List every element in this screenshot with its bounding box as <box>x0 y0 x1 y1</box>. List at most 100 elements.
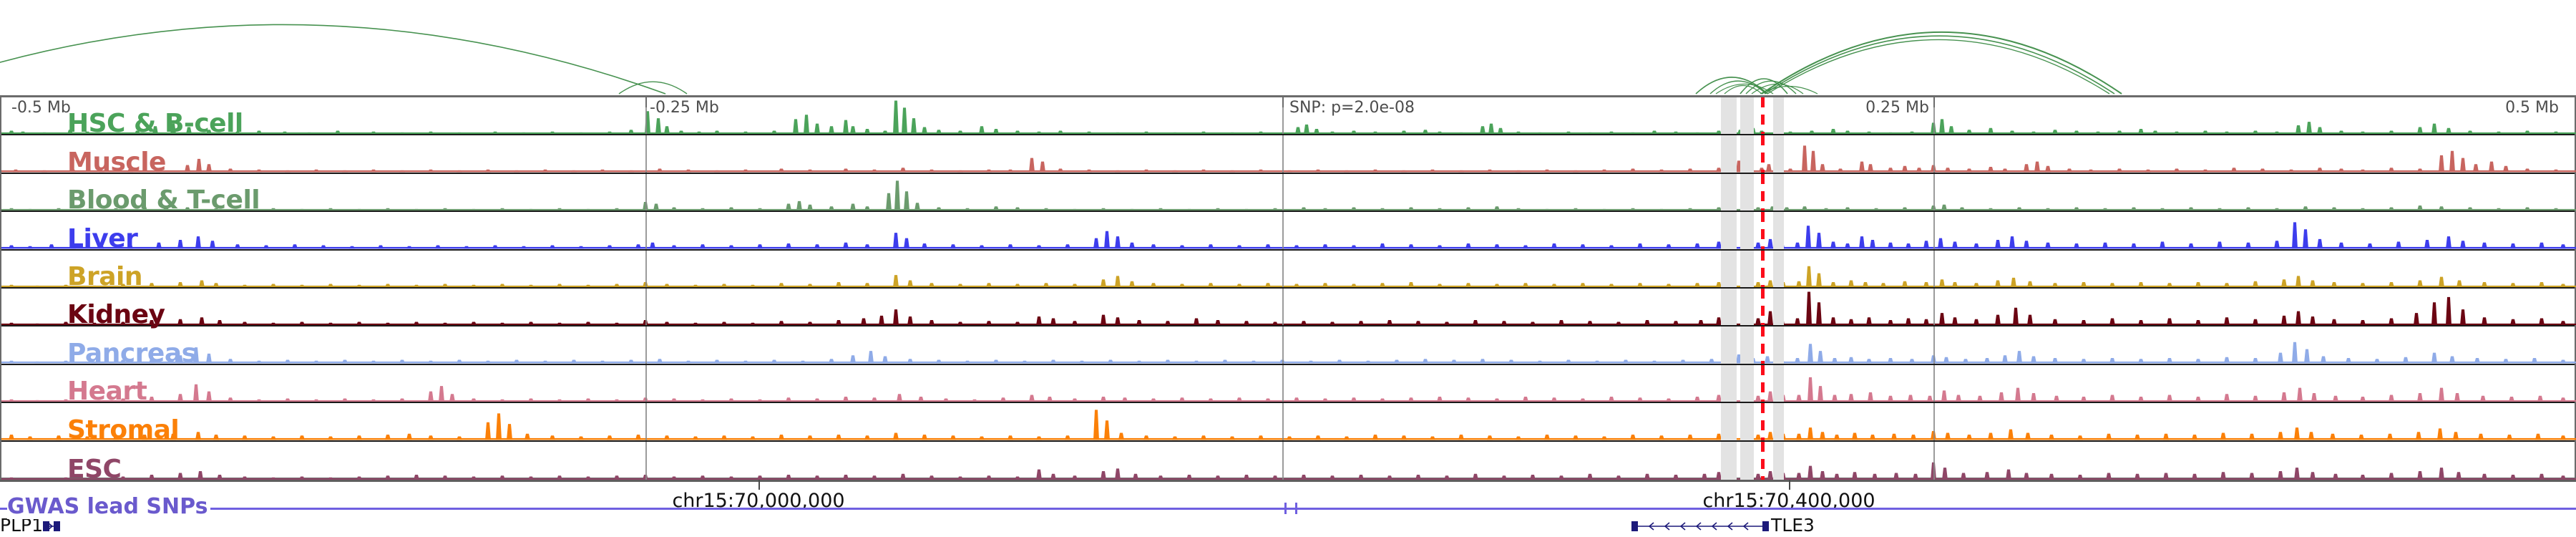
position-guide-line <box>1933 212 1935 249</box>
gene-name-label: TLE3 <box>1771 515 1815 536</box>
signal-baseline <box>1 438 2576 440</box>
highlight-band <box>1773 250 1784 287</box>
axis-tick-label: 0.25 Mb <box>1865 99 1929 117</box>
gene-annotation-track[interactable]: RPLP1 TLE3 <box>0 515 2576 537</box>
track-label-brain: Brain <box>67 261 142 291</box>
interaction-arc <box>0 24 666 95</box>
signal-track-muscle[interactable]: Muscle <box>1 135 2576 175</box>
highlight-band <box>1721 326 1737 364</box>
signal-track-heart[interactable]: Heart <box>1 364 2576 407</box>
signal-track-pancreas[interactable]: Pancreas <box>1 326 2576 368</box>
position-guide-line <box>645 441 647 480</box>
signal-profile <box>1 174 2576 211</box>
signal-track-esc[interactable]: ESC <box>1 441 2576 482</box>
position-guide-line <box>1933 326 1935 364</box>
signal-baseline <box>1 247 2576 249</box>
highlight-band <box>1721 288 1737 326</box>
gwas-track-label: GWAS lead SNPs <box>7 494 211 519</box>
snp-position-marker <box>1761 441 1765 480</box>
coordinate-tick <box>758 480 760 490</box>
highlight-band <box>1740 135 1754 173</box>
position-guide-line <box>1282 441 1284 480</box>
highlight-band <box>1740 364 1754 402</box>
axis-tick-label: 0.5 Mb <box>2505 99 2559 117</box>
highlight-band <box>1740 173 1754 211</box>
signal-baseline <box>1 285 2576 287</box>
highlight-band <box>1721 441 1737 480</box>
signal-baseline <box>1 478 2576 480</box>
signal-baseline <box>1 170 2576 173</box>
interaction-arc <box>1767 39 2110 95</box>
highlight-band <box>1773 403 1784 440</box>
signal-baseline <box>1 208 2576 211</box>
track-label-hsc-b-cell: HSC & B-cell <box>67 109 243 139</box>
signal-path <box>9 291 2566 326</box>
signal-path <box>9 266 2566 287</box>
highlight-band <box>1740 403 1754 440</box>
signal-track-liver[interactable]: Liver <box>1 212 2576 251</box>
interaction-arc <box>1740 78 1788 95</box>
track-label-heart: Heart <box>67 377 147 407</box>
position-guide-line <box>1282 212 1284 249</box>
track-label-blood-t-cell: Blood & T-cell <box>67 185 260 216</box>
position-guide-line <box>1933 250 1935 287</box>
gwas-axis-line <box>0 508 2576 510</box>
interaction-arc <box>1709 80 1767 95</box>
highlight-band <box>1740 212 1754 249</box>
signal-baseline <box>1 323 2576 326</box>
snp-position-marker <box>1761 288 1765 326</box>
position-guide-line <box>1282 326 1284 364</box>
snp-position-marker <box>1761 135 1765 173</box>
highlight-band <box>1721 250 1737 287</box>
highlight-band <box>1740 288 1754 326</box>
track-label-kidney: Kidney <box>67 300 165 330</box>
axis-tick <box>645 97 647 107</box>
highlight-band <box>1773 212 1784 249</box>
gene-model-tle3[interactable]: TLE3 <box>1631 515 1939 536</box>
highlight-band <box>1721 364 1737 402</box>
gwas-snp-marker[interactable] <box>1295 503 1297 514</box>
gene-exon-structure <box>43 521 60 531</box>
position-guide-line <box>1282 173 1284 211</box>
position-guide-line <box>1282 135 1284 173</box>
gwas-snp-marker[interactable] <box>1284 503 1287 514</box>
highlight-band <box>1740 250 1754 287</box>
axis-tick-label: -0.25 Mb <box>650 99 719 117</box>
signal-baseline <box>1 362 2576 364</box>
snp-pvalue-label: SNP: p=2.0e-08 <box>1289 99 1415 117</box>
signal-path <box>9 100 2559 135</box>
signal-track-hsc-b-cell[interactable]: HSC & B-cell -0.5 Mb -0.25 Mb 0.25 Mb 0.5 Mb… <box>1 97 2576 139</box>
highlight-band <box>1773 173 1784 211</box>
gene-model-rplp1[interactable]: RPLP1 <box>0 515 230 536</box>
signal-track-kidney[interactable]: Kidney <box>1 288 2576 330</box>
position-guide-line <box>1933 97 1935 135</box>
snp-position-marker <box>1761 97 1765 135</box>
highlight-band <box>1721 173 1737 211</box>
signal-path <box>9 180 2559 211</box>
signal-path <box>9 410 2566 440</box>
gwas-lead-snps-track[interactable]: GWAS lead SNPs <box>0 494 2576 519</box>
position-guide-line <box>1933 173 1935 211</box>
position-guide-line <box>1282 97 1284 135</box>
signal-path <box>9 462 2566 480</box>
signal-profile <box>1 326 2576 364</box>
signal-baseline <box>1 132 2576 135</box>
position-guide-line <box>645 212 647 249</box>
signal-track-blood-t-cell[interactable]: Blood & T-cell <box>1 173 2576 216</box>
signal-track-brain[interactable]: Brain <box>1 250 2576 291</box>
signal-profile <box>1 289 2576 326</box>
signal-path <box>9 342 2566 364</box>
axis-tick-label: -0.5 Mb <box>11 99 71 117</box>
signal-path <box>9 222 2566 249</box>
track-label-pancreas: Pancreas <box>67 338 197 368</box>
interaction-arc <box>1724 84 1762 95</box>
position-guide-line <box>1282 364 1284 402</box>
highlight-band <box>1773 288 1784 326</box>
position-guide-line <box>1933 403 1935 440</box>
position-guide-line <box>1933 364 1935 402</box>
signal-track-stromal[interactable]: Stromal <box>1 403 2576 442</box>
position-guide-line <box>645 288 647 326</box>
axis-baseline <box>0 480 2576 482</box>
position-guide-line <box>645 364 647 402</box>
highlight-band <box>1721 135 1737 173</box>
